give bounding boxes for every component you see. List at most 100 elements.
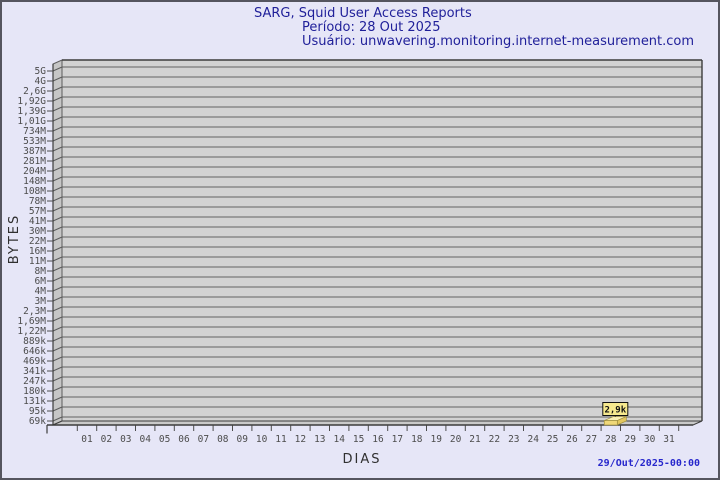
y-tick-label: 5G — [35, 66, 47, 77]
y-axis-labels: 5G4G2,6G1,92G1,39G1,01G734M533M387M281M2… — [17, 66, 46, 427]
x-tick-label: 23 — [508, 434, 519, 445]
y-tick-label: 131k — [23, 396, 46, 407]
y-tick-label: 1,22M — [17, 326, 46, 337]
y-tick-label: 533M — [23, 136, 46, 147]
y-tick-label: 247k — [23, 376, 46, 387]
wall-hatch-line — [52, 256, 63, 262]
wall-hatch-line — [52, 156, 63, 162]
x-tick-label: 19 — [430, 434, 442, 445]
report-user: Usuário: unwavering.monitoring.internet-… — [302, 34, 695, 49]
y-tick-label: 4G — [35, 76, 47, 87]
wall-hatch-line — [52, 346, 63, 352]
wall-hatch-line — [52, 316, 63, 322]
y-tick-label: 469k — [23, 356, 46, 367]
y-tick-label: 646k — [23, 346, 46, 357]
x-tick-label: 01 — [81, 434, 93, 445]
wall-hatch-line — [52, 126, 63, 132]
x-tick-label: 02 — [101, 434, 112, 445]
y-tick-label: 2,6G — [23, 86, 46, 97]
report-title: SARG, Squid User Access Reports — [254, 6, 472, 21]
wall-hatch-line — [52, 116, 63, 122]
x-axis-ticks — [76, 425, 680, 431]
wall-hatch-line — [52, 106, 63, 112]
x-tick-label: 13 — [314, 434, 325, 445]
x-tick-label: 08 — [217, 434, 229, 445]
x-tick-label: 16 — [372, 434, 384, 445]
x-axis-labels: 01 02 03 04 05 06 07 08 09 10 11 12 13 14 15 16 17 18 19 20… — [81, 434, 675, 445]
x-tick-label: 17 — [392, 434, 403, 445]
y-tick-label: 148M — [23, 176, 46, 187]
y-tick-label: 11M — [29, 256, 46, 267]
x-tick-label: 25 — [547, 434, 558, 445]
x-tick-label: 05 — [159, 434, 170, 445]
wall-hatch-line — [52, 406, 63, 412]
y-tick-label: 69k — [29, 416, 46, 427]
x-tick-label: 29 — [624, 434, 636, 445]
y-tick-label: 108M — [23, 186, 46, 197]
wall-hatch-line — [52, 206, 63, 212]
bar-front-face — [603, 420, 618, 426]
x-tick-label: 10 — [256, 434, 268, 445]
x-tick-label: 09 — [236, 434, 248, 445]
wall-hatch-line — [52, 386, 63, 392]
y-tick-label: 57M — [29, 206, 46, 217]
left-wall-hatch — [52, 66, 63, 422]
wall-hatch-line — [52, 196, 63, 202]
y-tick-label: 95k — [29, 406, 46, 417]
wall-hatch-line — [52, 366, 63, 372]
y-tick-label: 1,69M — [17, 316, 46, 327]
wall-hatch-line — [52, 236, 63, 242]
y-tick-label: 1,92G — [17, 96, 46, 107]
plot-area — [62, 60, 702, 421]
wall-hatch-line — [52, 176, 63, 182]
wall-hatch-line — [52, 76, 63, 82]
wall-hatch-line — [52, 266, 63, 272]
x-tick-label: 06 — [178, 434, 190, 445]
y-tick-label: 2,3M — [23, 306, 46, 317]
x-tick-label: 04 — [139, 434, 151, 445]
x-tick-label: 24 — [527, 434, 539, 445]
y-tick-label: 30M — [29, 226, 46, 237]
wall-hatch-line — [52, 286, 63, 292]
x-tick-label: 14 — [333, 434, 345, 445]
wall-hatch-line — [52, 296, 63, 302]
y-tick-label: 341k — [23, 366, 46, 377]
y-tick-label: 6M — [35, 276, 47, 287]
x-tick-label: 15 — [353, 434, 364, 445]
y-axis-ticks — [47, 70, 53, 422]
y-tick-label: 889k — [23, 336, 46, 347]
data-bars: 2,9k — [602, 402, 629, 426]
wall-hatch-line — [52, 396, 63, 402]
x-tick-label: 07 — [198, 434, 209, 445]
y-tick-label: 22M — [29, 236, 46, 247]
x-tick-label: 27 — [586, 434, 597, 445]
wall-hatch-line — [52, 146, 63, 152]
x-tick-label: 30 — [644, 434, 656, 445]
y-tick-label: 734M — [23, 126, 46, 137]
y-tick-label: 41M — [29, 216, 46, 227]
wall-hatch-line — [52, 66, 63, 72]
wall-hatch-line — [52, 356, 63, 362]
wall-hatch-line — [52, 86, 63, 92]
wall-hatch-line — [52, 226, 63, 232]
y-tick-label: 180k — [23, 386, 46, 397]
wall-hatch-line — [52, 136, 63, 142]
grid-lines — [62, 66, 702, 418]
y-tick-label: 8M — [35, 266, 47, 277]
y-tick-label: 78M — [29, 196, 46, 207]
x-tick-label: 11 — [275, 434, 287, 445]
wall-hatch-line — [52, 166, 63, 172]
y-axis-title: BYTES — [7, 214, 22, 265]
generated-timestamp: 29/Out/2025-00:00 — [597, 458, 700, 469]
x-tick-label: 22 — [489, 434, 500, 445]
x-tick-label: 18 — [411, 434, 423, 445]
wall-hatch-line — [52, 336, 63, 342]
x-tick-label: 12 — [295, 434, 306, 445]
wall-hatch-line — [52, 216, 63, 222]
x-tick-label: 31 — [663, 434, 675, 445]
y-tick-label: 1,01G — [17, 116, 46, 127]
x-axis-title: DIAS — [343, 452, 382, 467]
y-tick-label: 1,39G — [17, 106, 46, 117]
y-tick-label: 387M — [23, 146, 46, 157]
